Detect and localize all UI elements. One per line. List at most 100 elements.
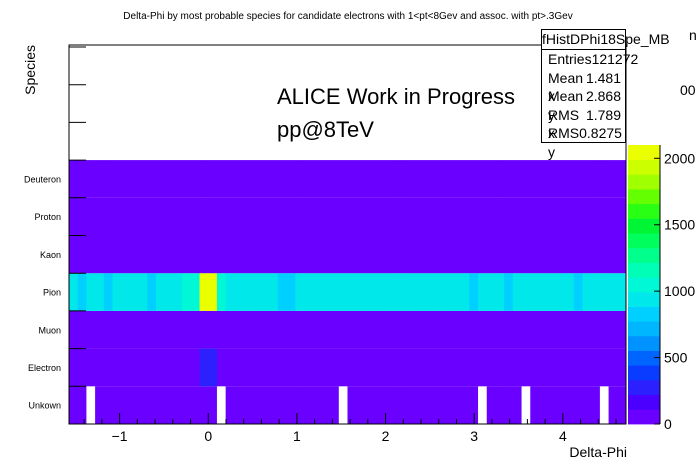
heatmap-cell [147, 160, 157, 198]
heatmap-cell [391, 310, 401, 349]
heatmap-cell [547, 273, 557, 311]
color-scale-segment [628, 203, 660, 219]
heatmap-cell [617, 235, 627, 274]
heatmap-cell [129, 348, 140, 387]
heatmap-cell [417, 197, 427, 236]
heatmap-cell [382, 235, 392, 274]
heatmap-cell [164, 348, 174, 387]
heatmap-cell [556, 235, 566, 274]
heatmap-cell [599, 348, 609, 387]
heatmap-cell [556, 273, 566, 311]
heatmap-cell [460, 235, 470, 274]
heatmap-cell [495, 310, 505, 349]
heatmap-cell [521, 273, 531, 311]
heatmap-cell [330, 160, 340, 198]
heatmap-cell [86, 348, 96, 387]
heatmap-cell [138, 310, 148, 349]
heatmap-cell [208, 386, 218, 424]
heatmap-cell [190, 273, 200, 311]
color-scale-tick-label: 1500 [664, 217, 695, 233]
heatmap-cell [425, 235, 435, 274]
heatmap-cell [521, 160, 531, 198]
heatmap-cell [312, 310, 322, 349]
heatmap-cell [530, 386, 540, 424]
heatmap-cell [495, 386, 505, 424]
heatmap-cell [338, 273, 348, 311]
y-category-label: Proton [34, 212, 61, 222]
color-scale-segment [628, 409, 660, 425]
heatmap-cell [286, 310, 296, 349]
heatmap-cell [478, 273, 488, 311]
heatmap-cell [69, 197, 79, 236]
heatmap-cell [321, 386, 331, 424]
heatmap-cell [538, 273, 549, 311]
heatmap-cell [478, 235, 488, 274]
heatmap-cell [486, 348, 496, 387]
heatmap-cell [286, 386, 296, 424]
heatmap-cell [608, 348, 618, 387]
heatmap-cell [277, 160, 287, 198]
heatmap-cell [591, 310, 601, 349]
heatmap-cell [216, 310, 227, 349]
heatmap-cell [425, 348, 435, 387]
heatmap-cell [443, 386, 453, 424]
heatmap-cell [608, 197, 618, 236]
heatmap-cell [121, 160, 131, 198]
heatmap-cell [69, 310, 79, 349]
heatmap-cell [573, 348, 583, 387]
heatmap-cell [69, 273, 79, 311]
heatmap-cell [330, 197, 340, 236]
heatmap-cell [330, 235, 340, 274]
heatmap-cell [599, 273, 609, 311]
heatmap-cell [391, 348, 401, 387]
heatmap-cell [234, 235, 244, 274]
heatmap-cell [129, 386, 140, 424]
heatmap-cell [347, 160, 357, 198]
heatmap-cell [530, 310, 540, 349]
heatmap-cell [478, 386, 488, 424]
heatmap-cell [260, 310, 270, 349]
heatmap-cell [547, 386, 557, 424]
heatmap-cell [599, 235, 609, 274]
heatmap-cell [425, 197, 435, 236]
color-scale-segment [628, 189, 660, 205]
heatmap-cell [530, 160, 540, 198]
heatmap-cell [69, 235, 79, 274]
heatmap-cell [521, 310, 531, 349]
heatmap-cell [391, 235, 401, 274]
heatmap-cell [77, 273, 87, 311]
heatmap-cell [486, 197, 496, 236]
heatmap-cell [112, 273, 122, 311]
heatmap-cell [147, 348, 157, 387]
heatmap-cell [591, 386, 601, 424]
heatmap-cell [95, 273, 105, 311]
heatmap-cell [303, 197, 314, 236]
heatmap-cell [599, 386, 609, 424]
heatmap-cell [469, 386, 479, 424]
heatmap-cell [251, 273, 261, 311]
heatmap-cell [356, 310, 366, 349]
heatmap-cell [86, 160, 96, 198]
heatmap-cell [504, 235, 514, 274]
heatmap-cell [469, 310, 479, 349]
heatmap-cell [321, 273, 331, 311]
heatmap-cell [504, 348, 514, 387]
heatmap-cell [216, 160, 227, 198]
heatmap-cell [251, 235, 261, 274]
heatmap-cell [495, 273, 505, 311]
heatmap-cell [347, 348, 357, 387]
heatmap-cell [138, 348, 148, 387]
heatmap-cell [86, 273, 96, 311]
heatmap-cell [591, 348, 601, 387]
heatmap-cell [547, 348, 557, 387]
heatmap-cell [373, 160, 383, 198]
heatmap-cell [573, 235, 583, 274]
heatmap-cell [199, 197, 209, 236]
heatmap-cell [295, 160, 305, 198]
heatmap-cell [303, 160, 314, 198]
heatmap-cell [530, 197, 540, 236]
heatmap-cell [286, 348, 296, 387]
heatmap-cell [591, 235, 601, 274]
heatmap-cell [251, 386, 261, 424]
